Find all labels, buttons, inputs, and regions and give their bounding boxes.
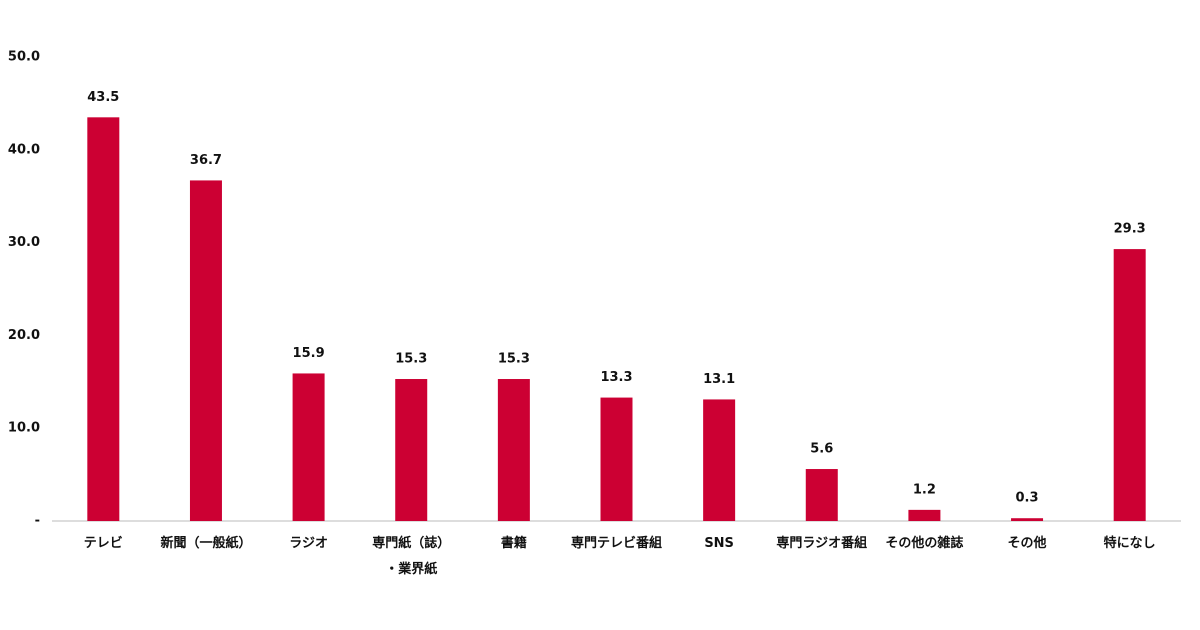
value-label: 43.5 <box>87 90 119 105</box>
x-tick-label: 専門紙（誌） ・業界紙 <box>372 536 451 577</box>
y-tick-label: 30.0 <box>8 235 40 250</box>
value-label: 15.9 <box>293 346 325 361</box>
value-label: 15.3 <box>395 352 427 367</box>
x-tick-label: 書籍 <box>500 536 527 551</box>
value-label: 15.3 <box>498 352 530 367</box>
bar <box>908 509 941 521</box>
value-label: 29.3 <box>1114 222 1146 237</box>
bar <box>497 379 530 521</box>
bar <box>1113 249 1146 521</box>
bar <box>600 397 633 521</box>
x-tick-label: 専門テレビ番組 <box>570 536 662 551</box>
y-tick-label: - <box>35 514 40 529</box>
value-label: 36.7 <box>190 153 222 168</box>
bar <box>805 469 838 521</box>
x-tick-label: その他の雑誌 <box>885 536 964 551</box>
y-tick-label: 40.0 <box>8 142 40 157</box>
x-tick-label: テレビ <box>83 536 123 551</box>
value-label: 13.3 <box>600 370 632 385</box>
y-tick-label: 10.0 <box>8 421 40 436</box>
bar <box>87 117 120 521</box>
y-tick-label: 20.0 <box>8 328 40 343</box>
x-tick-label: ラジオ <box>289 536 328 551</box>
bar <box>395 379 428 521</box>
value-label: 1.2 <box>913 482 936 497</box>
x-tick-label: 特になし <box>1103 536 1156 551</box>
bar <box>1011 518 1044 521</box>
bar <box>189 180 222 521</box>
x-tick-label: 専門ラジオ番組 <box>776 536 868 551</box>
value-label: 5.6 <box>810 442 833 457</box>
bar <box>292 373 325 521</box>
x-tick-label: 新聞（一般紙） <box>160 536 252 551</box>
x-tick-label: その他 <box>1007 536 1047 551</box>
y-tick-label: 50.0 <box>8 50 40 65</box>
value-label: 0.3 <box>1016 491 1039 506</box>
x-tick-label: SNS <box>704 536 734 551</box>
value-label: 13.1 <box>703 372 735 387</box>
bar <box>703 399 736 521</box>
